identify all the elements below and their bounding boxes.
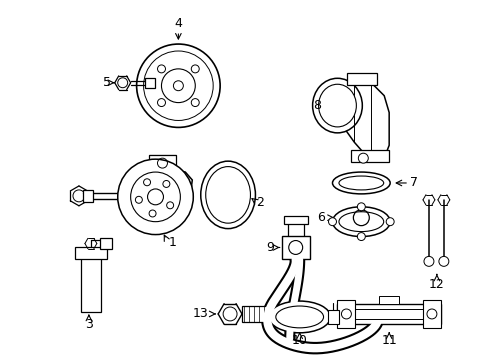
Bar [283,216,307,224]
Ellipse shape [318,84,356,127]
Text: 12: 12 [428,278,444,291]
Bar [337,300,355,328]
Ellipse shape [312,78,362,133]
Circle shape [357,203,365,211]
Circle shape [143,179,150,186]
Bar [144,78,154,88]
Text: 9: 9 [265,241,273,254]
Polygon shape [119,168,192,222]
Circle shape [423,256,433,266]
Ellipse shape [332,207,389,237]
Bar [337,304,440,324]
Circle shape [357,233,365,240]
Text: 13: 13 [192,307,208,320]
Circle shape [166,202,173,209]
Text: 1: 1 [168,236,176,249]
Circle shape [386,218,393,226]
Circle shape [136,44,220,127]
Text: 11: 11 [381,334,396,347]
Text: 6: 6 [317,211,325,224]
Circle shape [191,65,199,73]
Circle shape [328,218,336,226]
Circle shape [163,180,169,188]
Ellipse shape [332,172,389,194]
Text: 10: 10 [291,334,307,347]
Circle shape [173,81,183,91]
Text: 8: 8 [313,99,321,112]
Bar [75,247,106,260]
Bar [327,310,339,324]
Circle shape [149,210,156,217]
Ellipse shape [338,176,383,190]
Bar [346,73,376,85]
Ellipse shape [275,306,323,328]
Bar [351,150,388,162]
Ellipse shape [268,301,330,333]
Polygon shape [337,79,388,158]
Ellipse shape [205,167,250,223]
Bar [281,235,309,260]
Ellipse shape [201,161,255,229]
Bar [83,190,93,202]
Circle shape [341,309,351,319]
Circle shape [426,309,436,319]
Circle shape [118,159,193,235]
Text: 2: 2 [255,196,264,209]
Circle shape [191,99,199,107]
Text: 5: 5 [102,76,111,89]
Bar [100,238,112,249]
Text: 3: 3 [85,318,93,331]
Text: 7: 7 [409,176,417,189]
Circle shape [157,99,165,107]
Ellipse shape [338,212,383,231]
Bar [81,255,101,312]
Circle shape [157,65,165,73]
Circle shape [438,256,448,266]
Bar [349,309,428,319]
Bar [379,296,398,304]
Text: 4: 4 [174,17,182,30]
Bar [148,155,176,171]
Circle shape [135,196,142,203]
Bar [242,306,266,322]
Circle shape [358,153,367,163]
Bar [422,300,440,328]
